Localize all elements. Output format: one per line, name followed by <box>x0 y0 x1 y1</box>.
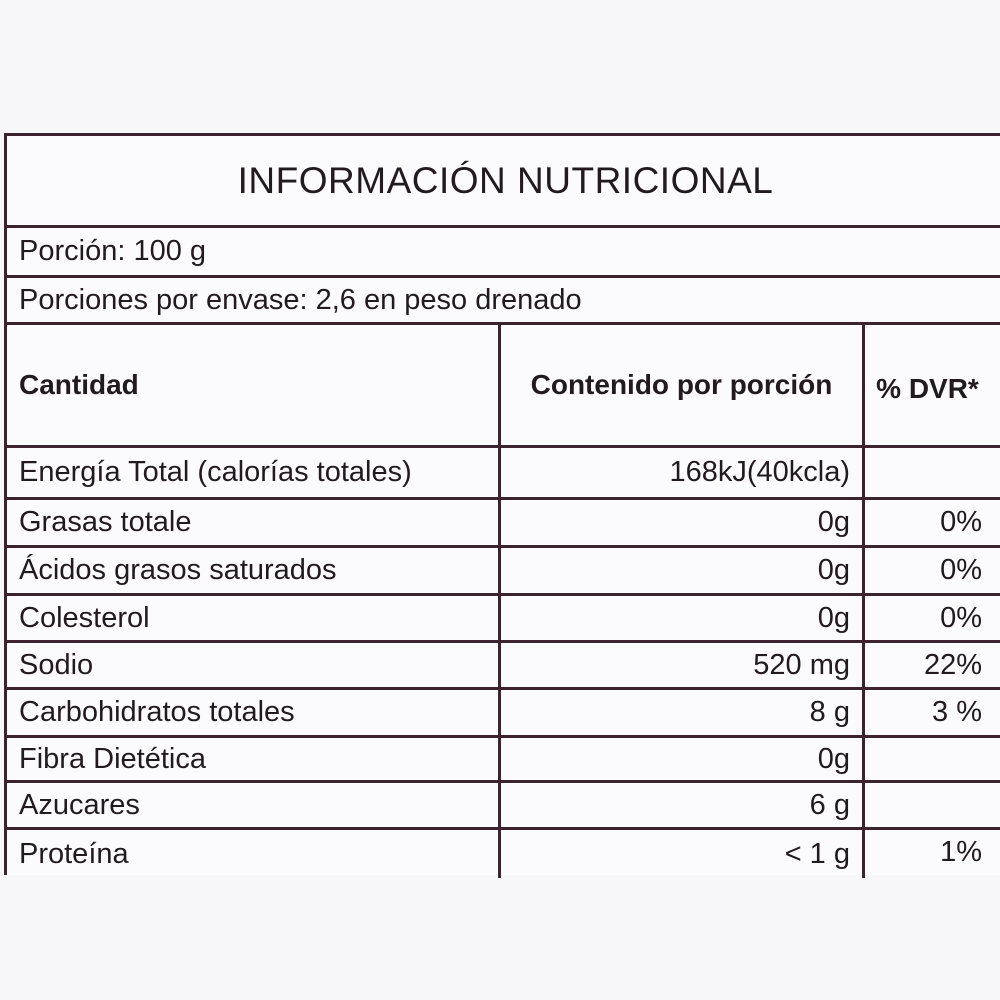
nutrient-dvr: 0% <box>862 500 1000 545</box>
portions-per-container: Porciones por envase: 2,6 en peso drenad… <box>7 278 1000 325</box>
table-row: Azucares 6 g <box>7 783 1000 830</box>
nutrient-dvr: 3 % <box>862 690 1000 735</box>
nutrient-amount: 8 g <box>498 690 862 735</box>
nutrient-name: Carbohidratos totales <box>19 696 295 728</box>
table-row: Sodio 520 mg 22% <box>7 643 1000 690</box>
nutrient-amount: 0g <box>498 596 862 640</box>
nutrient-name: Colesterol <box>19 601 150 634</box>
table-row: Colesterol 0g 0% <box>7 596 1000 643</box>
nutrient-amount: 168kJ(40kcla) <box>498 448 862 497</box>
nutrient-dvr: 1% <box>862 830 1000 878</box>
table-row: Proteína < 1 g 1% <box>7 830 1000 878</box>
nutrient-dvr <box>862 738 1000 780</box>
table-row: Ácidos grasos saturados 0g 0% <box>7 548 1000 596</box>
nutrient-name: Grasas totale <box>19 506 192 538</box>
nutrient-dvr <box>862 448 1000 497</box>
nutrient-dvr: 0% <box>862 596 1000 640</box>
nutrient-amount: < 1 g <box>498 830 862 878</box>
nutrient-dvr: 0% <box>862 548 1000 593</box>
nutrient-name: Ácidos grasos saturados <box>19 554 337 586</box>
nutrient-amount: 0g <box>498 738 862 780</box>
nutrient-name: Azucares <box>19 788 140 821</box>
header-dvr: % DVR* <box>862 325 1000 445</box>
header-quantity: Cantidad <box>19 369 139 400</box>
table-row: Grasas totale 0g 0% <box>7 500 1000 548</box>
table-row: Energía Total (calorías totales) 168kJ(40… <box>7 448 1000 500</box>
nutrient-amount: 6 g <box>498 783 862 827</box>
nutrient-name: Sodio <box>19 648 94 681</box>
table-title: INFORMACIÓN NUTRICIONAL <box>7 136 1000 228</box>
nutrient-amount: 0g <box>498 548 862 593</box>
nutrient-name: Fibra Dietética <box>19 742 206 775</box>
nutrition-facts-table: INFORMACIÓN NUTRICIONAL Porción: 100 g P… <box>4 133 1000 878</box>
nutrient-name: Proteína <box>19 837 129 870</box>
table-header-row: Cantidad Contenido por porción % DVR* <box>7 325 1000 448</box>
table-row: Fibra Dietética 0g <box>7 738 1000 783</box>
nutrient-dvr <box>862 783 1000 827</box>
portion-size: Porción: 100 g <box>7 228 1000 278</box>
nutrient-name: Energía Total (calorías totales) <box>19 456 412 488</box>
header-content: Contenido por porción <box>498 325 862 445</box>
nutrient-amount: 520 mg <box>498 643 862 687</box>
nutrient-dvr: 22% <box>862 643 1000 687</box>
nutrient-amount: 0g <box>498 500 862 545</box>
